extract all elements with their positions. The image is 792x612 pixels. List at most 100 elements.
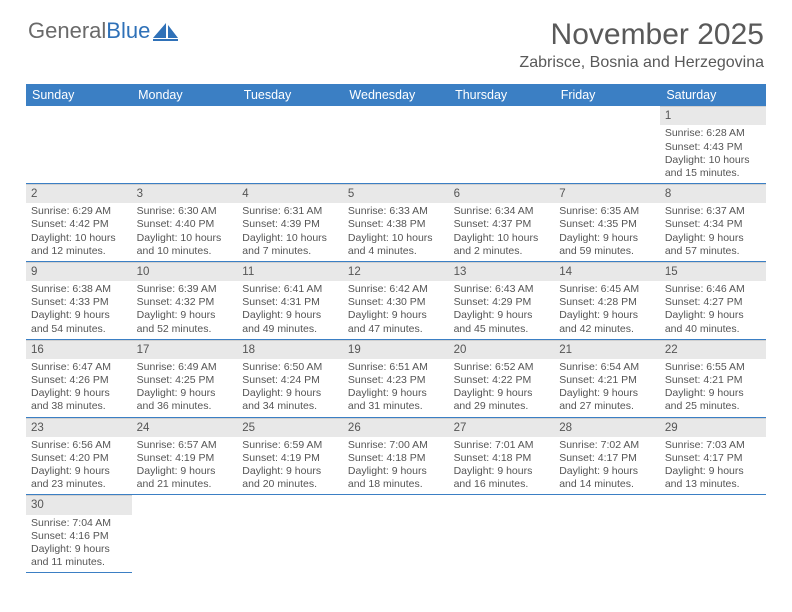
- daylight-line: Daylight: 9 hours and 29 minutes.: [454, 387, 550, 413]
- calendar-day-cell: 9Sunrise: 6:38 AMSunset: 4:33 PMDaylight…: [26, 261, 132, 339]
- day-number: 20: [449, 340, 555, 359]
- sunrise-line: Sunrise: 7:02 AM: [559, 439, 655, 452]
- daylight-line: Daylight: 9 hours and 36 minutes.: [137, 387, 233, 413]
- day-details: Sunrise: 6:37 AMSunset: 4:34 PMDaylight:…: [660, 203, 766, 261]
- day-details: Sunrise: 6:57 AMSunset: 4:19 PMDaylight:…: [132, 437, 238, 495]
- sunset-line: Sunset: 4:20 PM: [31, 452, 127, 465]
- calendar-empty-cell: [554, 106, 660, 183]
- day-number: 10: [132, 262, 238, 281]
- daylight-line: Daylight: 9 hours and 54 minutes.: [31, 309, 127, 335]
- day-number: 25: [237, 418, 343, 437]
- day-details: Sunrise: 6:42 AMSunset: 4:30 PMDaylight:…: [343, 281, 449, 339]
- calendar-empty-cell: [237, 106, 343, 183]
- sunrise-line: Sunrise: 7:03 AM: [665, 439, 761, 452]
- sunset-line: Sunset: 4:28 PM: [559, 296, 655, 309]
- calendar-empty-cell: [343, 495, 449, 573]
- day-details: Sunrise: 6:28 AMSunset: 4:43 PMDaylight:…: [660, 125, 766, 183]
- sunset-line: Sunset: 4:17 PM: [559, 452, 655, 465]
- sunset-line: Sunset: 4:32 PM: [137, 296, 233, 309]
- sunset-line: Sunset: 4:23 PM: [348, 374, 444, 387]
- calendar-day-cell: 24Sunrise: 6:57 AMSunset: 4:19 PMDayligh…: [132, 417, 238, 495]
- daylight-line: Daylight: 10 hours and 7 minutes.: [242, 232, 338, 258]
- sunrise-line: Sunrise: 6:35 AM: [559, 205, 655, 218]
- calendar-empty-cell: [132, 495, 238, 573]
- calendar-empty-cell: [343, 106, 449, 183]
- calendar-day-cell: 22Sunrise: 6:55 AMSunset: 4:21 PMDayligh…: [660, 339, 766, 417]
- day-number: 7: [554, 184, 660, 203]
- sunset-line: Sunset: 4:34 PM: [665, 218, 761, 231]
- sunset-line: Sunset: 4:42 PM: [31, 218, 127, 231]
- day-details: Sunrise: 6:33 AMSunset: 4:38 PMDaylight:…: [343, 203, 449, 261]
- day-header-row: SundayMondayTuesdayWednesdayThursdayFrid…: [26, 84, 766, 106]
- sunrise-line: Sunrise: 6:55 AM: [665, 361, 761, 374]
- daylight-line: Daylight: 9 hours and 21 minutes.: [137, 465, 233, 491]
- calendar-day-cell: 29Sunrise: 7:03 AMSunset: 4:17 PMDayligh…: [660, 417, 766, 495]
- location-text: Zabrisce, Bosnia and Herzegovina: [519, 54, 764, 72]
- day-details: Sunrise: 6:51 AMSunset: 4:23 PMDaylight:…: [343, 359, 449, 417]
- sunset-line: Sunset: 4:19 PM: [137, 452, 233, 465]
- daylight-line: Daylight: 9 hours and 57 minutes.: [665, 232, 761, 258]
- day-details: Sunrise: 6:35 AMSunset: 4:35 PMDaylight:…: [554, 203, 660, 261]
- sunset-line: Sunset: 4:37 PM: [454, 218, 550, 231]
- day-details: Sunrise: 6:49 AMSunset: 4:25 PMDaylight:…: [132, 359, 238, 417]
- day-details: Sunrise: 6:29 AMSunset: 4:42 PMDaylight:…: [26, 203, 132, 261]
- day-header: Monday: [132, 84, 238, 106]
- day-details: Sunrise: 6:34 AMSunset: 4:37 PMDaylight:…: [449, 203, 555, 261]
- sunrise-line: Sunrise: 6:30 AM: [137, 205, 233, 218]
- daylight-line: Daylight: 9 hours and 23 minutes.: [31, 465, 127, 491]
- sunrise-line: Sunrise: 6:47 AM: [31, 361, 127, 374]
- calendar-day-cell: 30Sunrise: 7:04 AMSunset: 4:16 PMDayligh…: [26, 495, 132, 573]
- day-details: Sunrise: 6:30 AMSunset: 4:40 PMDaylight:…: [132, 203, 238, 261]
- calendar-head: SundayMondayTuesdayWednesdayThursdayFrid…: [26, 84, 766, 106]
- day-number: 27: [449, 418, 555, 437]
- day-details: Sunrise: 7:02 AMSunset: 4:17 PMDaylight:…: [554, 437, 660, 495]
- daylight-line: Daylight: 9 hours and 16 minutes.: [454, 465, 550, 491]
- day-number: 21: [554, 340, 660, 359]
- sunset-line: Sunset: 4:18 PM: [348, 452, 444, 465]
- sunrise-line: Sunrise: 6:49 AM: [137, 361, 233, 374]
- calendar-day-cell: 5Sunrise: 6:33 AMSunset: 4:38 PMDaylight…: [343, 183, 449, 261]
- day-header: Saturday: [660, 84, 766, 106]
- day-header: Tuesday: [237, 84, 343, 106]
- day-number: 29: [660, 418, 766, 437]
- sunset-line: Sunset: 4:26 PM: [31, 374, 127, 387]
- daylight-line: Daylight: 10 hours and 4 minutes.: [348, 232, 444, 258]
- calendar-day-cell: 11Sunrise: 6:41 AMSunset: 4:31 PMDayligh…: [237, 261, 343, 339]
- calendar-day-cell: 14Sunrise: 6:45 AMSunset: 4:28 PMDayligh…: [554, 261, 660, 339]
- sunset-line: Sunset: 4:39 PM: [242, 218, 338, 231]
- daylight-line: Daylight: 9 hours and 13 minutes.: [665, 465, 761, 491]
- day-number: 19: [343, 340, 449, 359]
- sunrise-line: Sunrise: 6:28 AM: [665, 127, 761, 140]
- day-number: 18: [237, 340, 343, 359]
- daylight-line: Daylight: 9 hours and 27 minutes.: [559, 387, 655, 413]
- sunrise-line: Sunrise: 6:57 AM: [137, 439, 233, 452]
- calendar-day-cell: 17Sunrise: 6:49 AMSunset: 4:25 PMDayligh…: [132, 339, 238, 417]
- sunrise-line: Sunrise: 6:37 AM: [665, 205, 761, 218]
- sunset-line: Sunset: 4:19 PM: [242, 452, 338, 465]
- day-number: 15: [660, 262, 766, 281]
- logo-text-1: General: [28, 18, 106, 44]
- calendar-day-cell: 19Sunrise: 6:51 AMSunset: 4:23 PMDayligh…: [343, 339, 449, 417]
- sunrise-line: Sunrise: 6:31 AM: [242, 205, 338, 218]
- daylight-line: Daylight: 9 hours and 20 minutes.: [242, 465, 338, 491]
- daylight-line: Daylight: 10 hours and 2 minutes.: [454, 232, 550, 258]
- day-details: Sunrise: 6:50 AMSunset: 4:24 PMDaylight:…: [237, 359, 343, 417]
- sunset-line: Sunset: 4:29 PM: [454, 296, 550, 309]
- day-number: 24: [132, 418, 238, 437]
- day-number: 28: [554, 418, 660, 437]
- calendar-empty-cell: [554, 495, 660, 573]
- day-number: 6: [449, 184, 555, 203]
- daylight-line: Daylight: 9 hours and 52 minutes.: [137, 309, 233, 335]
- daylight-line: Daylight: 9 hours and 45 minutes.: [454, 309, 550, 335]
- sunset-line: Sunset: 4:40 PM: [137, 218, 233, 231]
- sunrise-line: Sunrise: 6:45 AM: [559, 283, 655, 296]
- sunrise-line: Sunrise: 6:42 AM: [348, 283, 444, 296]
- calendar-day-cell: 21Sunrise: 6:54 AMSunset: 4:21 PMDayligh…: [554, 339, 660, 417]
- day-number: 12: [343, 262, 449, 281]
- calendar-day-cell: 8Sunrise: 6:37 AMSunset: 4:34 PMDaylight…: [660, 183, 766, 261]
- sunrise-line: Sunrise: 6:29 AM: [31, 205, 127, 218]
- calendar-day-cell: 25Sunrise: 6:59 AMSunset: 4:19 PMDayligh…: [237, 417, 343, 495]
- logo-sail-icon: [153, 23, 179, 41]
- sunrise-line: Sunrise: 6:50 AM: [242, 361, 338, 374]
- sunset-line: Sunset: 4:24 PM: [242, 374, 338, 387]
